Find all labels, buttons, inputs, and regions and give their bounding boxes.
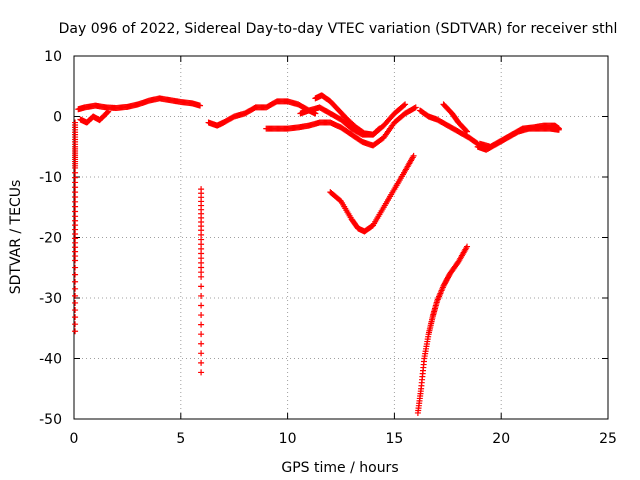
y-tick-label: -40 <box>39 352 62 368</box>
series-track-3 <box>263 104 419 149</box>
data-point <box>104 109 111 116</box>
y-tick-label: 10 <box>44 49 62 65</box>
data-point <box>402 101 409 108</box>
y-axis-label: SDTVAR / TECUs <box>8 180 24 295</box>
x-axis-label: GPS time / hours <box>281 460 398 476</box>
data-point <box>198 321 205 328</box>
grid-layer <box>74 56 608 419</box>
series-track-12 <box>198 186 205 376</box>
data-point <box>473 140 480 147</box>
series-track-8b <box>476 122 562 150</box>
data-point <box>198 340 205 347</box>
series-track-9 <box>327 152 417 235</box>
tick-layer: 0 5 10 15 20 25 10 0 -10 -20 -30 -40 -50 <box>39 49 617 447</box>
data-point <box>198 273 205 280</box>
series-track-1b <box>77 108 112 126</box>
data-point <box>555 125 562 132</box>
data-point <box>411 105 418 112</box>
data-point <box>72 299 79 306</box>
series-track-1 <box>75 95 204 113</box>
x-tick-label: 10 <box>279 431 297 447</box>
data-point <box>198 359 205 366</box>
data-point <box>198 292 205 299</box>
y-tick-label: -30 <box>39 291 62 307</box>
data-point <box>72 271 79 278</box>
data-point <box>198 302 205 309</box>
series-track-6 <box>417 107 481 147</box>
data-point <box>72 314 79 321</box>
series-track-2 <box>205 98 319 129</box>
data-point <box>198 369 205 376</box>
series-track-10 <box>414 243 471 416</box>
data-point <box>72 321 79 328</box>
x-tick-label: 15 <box>385 431 403 447</box>
data-point <box>464 243 471 250</box>
data-point <box>412 104 419 111</box>
data-layer <box>72 92 562 416</box>
series-track-7 <box>440 101 471 135</box>
data-point <box>410 152 417 159</box>
y-tick-label: -20 <box>39 231 62 247</box>
data-point <box>72 278 79 285</box>
data-point <box>198 350 205 357</box>
data-point <box>72 292 79 299</box>
y-tick-label: -10 <box>39 170 62 186</box>
data-point <box>72 307 79 314</box>
data-point <box>198 331 205 338</box>
data-point <box>198 312 205 319</box>
data-point <box>464 128 471 135</box>
data-point <box>463 127 470 134</box>
data-point <box>197 102 204 109</box>
x-tick-label: 0 <box>70 431 79 447</box>
x-tick-label: 25 <box>599 431 617 447</box>
data-point <box>198 283 205 290</box>
chart-title: Day 096 of 2022, Sidereal Day-to-day VTE… <box>59 21 618 37</box>
data-point <box>401 102 408 109</box>
data-point <box>72 328 79 335</box>
y-tick-label: -50 <box>39 412 62 428</box>
data-point <box>72 285 79 292</box>
x-tick-label: 5 <box>176 431 185 447</box>
data-point <box>105 108 112 115</box>
series-track-11 <box>72 119 79 335</box>
series-track-5 <box>297 101 409 138</box>
y-tick-label: 0 <box>53 110 62 126</box>
x-tick-label: 20 <box>492 431 510 447</box>
data-point <box>72 257 79 264</box>
data-point <box>72 264 79 271</box>
